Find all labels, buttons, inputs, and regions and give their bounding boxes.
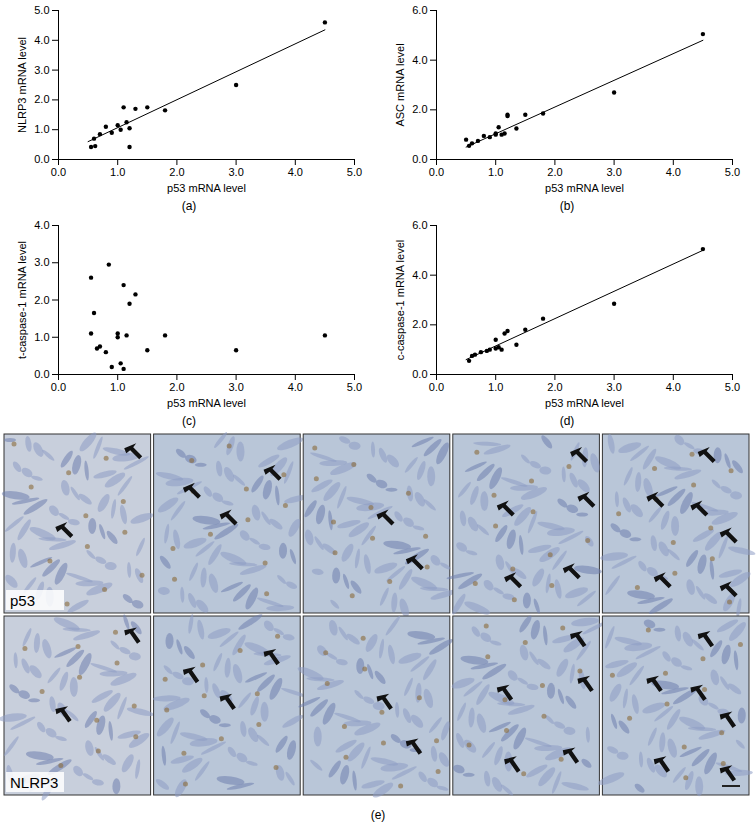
svg-text:1.0: 1.0 <box>34 123 49 135</box>
svg-text:3.0: 3.0 <box>34 64 49 76</box>
html-text:(b): (b) <box>559 199 575 213</box>
svg-text:0.0: 0.0 <box>51 381 66 393</box>
svg-text:5.0: 5.0 <box>725 166 740 178</box>
svg-text:5.0: 5.0 <box>725 381 740 393</box>
svg-text:1.0: 1.0 <box>488 166 503 178</box>
svg-text:1.0: 1.0 <box>34 331 49 343</box>
svg-text:3.0: 3.0 <box>606 381 621 393</box>
html-text:(e): (e) <box>370 808 386 822</box>
svg-text:2.0: 2.0 <box>547 381 562 393</box>
html-text:(a): (a) <box>181 199 197 213</box>
svg-text:0.0: 0.0 <box>429 381 444 393</box>
svg-text:p53: p53 <box>10 592 35 609</box>
svg-text:0.0: 0.0 <box>412 153 427 165</box>
svg-text:5.0: 5.0 <box>347 381 362 393</box>
svg-text:3.0: 3.0 <box>606 166 621 178</box>
svg-text:2.0: 2.0 <box>169 381 184 393</box>
svg-text:4.0: 4.0 <box>412 269 427 281</box>
svg-text:NLRP3: NLRP3 <box>10 774 58 791</box>
svg-text:4.0: 4.0 <box>288 166 303 178</box>
svg-text:4.0: 4.0 <box>34 219 49 231</box>
svg-text:p53 mRNA level: p53 mRNA level <box>167 182 246 194</box>
svg-text:2.0: 2.0 <box>412 103 427 115</box>
svg-text:4.0: 4.0 <box>666 381 681 393</box>
svg-text:0.0: 0.0 <box>51 166 66 178</box>
html-text:(c): (c) <box>182 414 196 428</box>
svg-text:c-caspase-1 mRNA level: c-caspase-1 mRNA level <box>394 240 406 360</box>
svg-text:3.0: 3.0 <box>228 381 243 393</box>
svg-text:4.0: 4.0 <box>666 166 681 178</box>
svg-text:4.0: 4.0 <box>288 381 303 393</box>
svg-text:3.0: 3.0 <box>228 166 243 178</box>
svg-text:4.0: 4.0 <box>34 34 49 46</box>
svg-text:1.0: 1.0 <box>488 381 503 393</box>
svg-text:5.0: 5.0 <box>347 166 362 178</box>
svg-text:NLRP3 mRNA level: NLRP3 mRNA level <box>16 37 28 133</box>
svg-text:t-caspase-1 mRNA level: t-caspase-1 mRNA level <box>16 241 28 359</box>
svg-text:2.0: 2.0 <box>34 93 49 105</box>
svg-text:6.0: 6.0 <box>412 219 427 231</box>
svg-text:0.0: 0.0 <box>34 153 49 165</box>
svg-text:0.0: 0.0 <box>34 368 49 380</box>
svg-text:p53 mRNA level: p53 mRNA level <box>167 397 246 409</box>
svg-text:1.0: 1.0 <box>110 381 125 393</box>
svg-text:2.0: 2.0 <box>169 166 184 178</box>
svg-text:1.0: 1.0 <box>110 166 125 178</box>
svg-text:6.0: 6.0 <box>412 4 427 16</box>
svg-text:2.0: 2.0 <box>34 294 49 306</box>
svg-text:2.0: 2.0 <box>412 318 427 330</box>
svg-text:p53 mRNA level: p53 mRNA level <box>545 397 624 409</box>
html-text:(d): (d) <box>559 414 575 428</box>
svg-text:3.0: 3.0 <box>34 256 49 268</box>
svg-text:5.0: 5.0 <box>34 4 49 16</box>
svg-text:0.0: 0.0 <box>412 368 427 380</box>
svg-text:2.0: 2.0 <box>547 166 562 178</box>
svg-text:4.0: 4.0 <box>412 54 427 66</box>
svg-text:ASC mRNA level: ASC mRNA level <box>394 43 406 126</box>
svg-text:0.0: 0.0 <box>429 166 444 178</box>
svg-text:p53 mRNA level: p53 mRNA level <box>545 182 624 194</box>
